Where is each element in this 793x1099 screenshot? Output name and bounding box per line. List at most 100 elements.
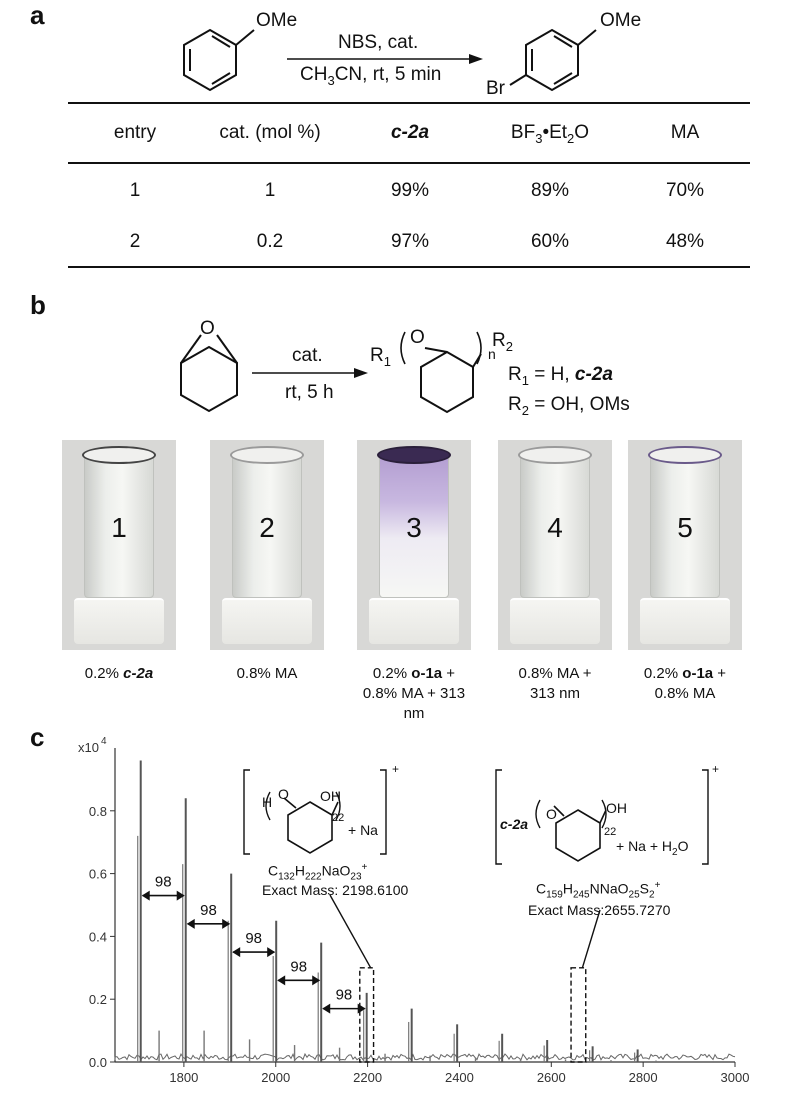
table-cell: 1 — [129, 180, 141, 201]
table-cell: 99% — [390, 180, 430, 201]
product-r1: R1 — [370, 345, 391, 369]
reaction-arrow-b — [252, 368, 368, 378]
vial-glass — [232, 450, 302, 598]
y-tick-label: 0.4 — [89, 929, 107, 944]
mass-spectrum-chart: x10 4 0.0 0.2 0.4 0.6 0.8 1800 2000 2200 2400 2600 2… — [78, 736, 750, 1085]
vial-1: 1 — [62, 440, 176, 650]
spacing-arrow-label: 98 — [155, 874, 172, 891]
table-header-ma: MA — [670, 122, 700, 143]
annotation-1-formula: C132H222NaO23+ — [268, 862, 368, 883]
annotation-2-mass: Exact Mass:2655.7270 — [528, 902, 671, 918]
x-tick-label: 2600 — [537, 1070, 566, 1085]
y-tick-label: 0.6 — [89, 867, 107, 882]
spacing-arrow-head — [232, 947, 241, 958]
table-cell: 48% — [665, 231, 705, 252]
annotation-2-formula: C159H245NNaO25S2+ — [536, 880, 661, 901]
y-tick-label: 0.8 — [89, 804, 107, 819]
epoxide-structure — [180, 334, 238, 413]
x-tick-label: 2000 — [261, 1070, 290, 1085]
annotation-structure-2 — [495, 769, 709, 865]
vial-cap — [222, 598, 312, 644]
vial-number: 1 — [111, 512, 127, 543]
product-o: O — [410, 327, 425, 348]
annotation-highlight-box — [570, 967, 587, 1063]
annotation-highlight-box — [359, 967, 375, 1063]
table-header-entry: entry — [113, 122, 157, 143]
definition-r2: R2 = OH, OMs — [508, 394, 630, 418]
annotation-1-h: H — [262, 794, 273, 810]
vial-cap — [74, 598, 164, 644]
spacing-arrow-label: 98 — [336, 987, 353, 1004]
spacing-arrow-head — [186, 918, 195, 929]
vial-rim — [518, 446, 592, 464]
vial-label-4: 0.8% MA + 313 nm — [480, 664, 630, 704]
vial-label-5: 0.2% o-1a +0.8% MA — [643, 665, 727, 702]
vial-label-2: 0.8% MA — [192, 664, 342, 684]
vial-glass — [650, 450, 720, 598]
polyether-structure — [400, 331, 482, 414]
spacing-arrow-head — [222, 918, 231, 929]
reagent-ome-right: OMe — [600, 10, 642, 31]
vial-label-3: 0.2% o-1a +0.8% MA + 313 nm — [362, 665, 466, 722]
conditions-b-top: cat. — [292, 345, 323, 366]
y-tick-label: 0.2 — [89, 992, 107, 1007]
reaction-arrow-a — [287, 54, 483, 64]
definition-r1: R1 = H, c-2a — [508, 364, 613, 388]
table-cell: 2 — [129, 231, 141, 252]
y-multiplier-exponent: 4 — [101, 736, 107, 747]
annotation-2-o: O — [546, 806, 557, 822]
x-tick-label: 1800 — [169, 1070, 198, 1085]
bromoanisole-structure — [509, 28, 597, 92]
annotation-1-charge: + — [392, 762, 400, 776]
annotation-1-o: O — [278, 786, 289, 802]
table-top-rule — [68, 102, 750, 104]
vial-label-line: 0.8% MA — [654, 685, 716, 702]
table-cell: 60% — [530, 231, 570, 252]
vial-label-line: 0.8% MA + — [518, 665, 592, 682]
spacing-arrow-head — [267, 947, 276, 958]
vial-3: 3 — [357, 440, 471, 650]
spacing-arrow-head — [277, 975, 286, 986]
annotation-leader-line — [329, 894, 372, 969]
annotation-structure-1 — [243, 769, 387, 855]
vial-rim — [648, 446, 722, 464]
vial-glass — [379, 450, 449, 598]
table-cell: 97% — [390, 231, 430, 252]
panel-label-b: b — [30, 290, 46, 320]
vial-number: 4 — [547, 512, 563, 543]
x-tick-label: 2800 — [629, 1070, 658, 1085]
x-tick-label: 2200 — [353, 1070, 382, 1085]
table-header-c2a: c-2a — [390, 122, 430, 143]
y-tick-label: 0.0 — [89, 1055, 107, 1070]
conditions-b-bottom: rt, 5 h — [285, 382, 334, 403]
vial-label-line: 0.8% MA — [236, 665, 298, 682]
vial-5: 5 — [628, 440, 742, 650]
vial-rim — [82, 446, 156, 464]
reagent-br: Br — [486, 78, 505, 99]
vial-label-line: nm — [403, 705, 425, 722]
annotation-2-charge: + — [712, 762, 720, 776]
annotation-1-mass: Exact Mass: 2198.6100 — [262, 882, 409, 898]
table-mid-rule — [68, 162, 750, 164]
annotation-2-adduct: + Na + H2O — [616, 838, 689, 858]
vial-2: 2 — [210, 440, 324, 650]
vial-rim — [230, 446, 304, 464]
table-header-bf3: BF3•Et2O — [510, 122, 590, 146]
vial-number: 3 — [406, 512, 422, 543]
spacing-arrow-label: 98 — [200, 902, 217, 919]
annotation-1-oh: OH — [320, 788, 341, 804]
table-cell: 70% — [665, 180, 705, 201]
panel-label-a: a — [30, 0, 45, 30]
x-tick-label: 3000 — [721, 1070, 750, 1085]
product-n: n — [488, 346, 496, 362]
annotation-2-sub: 22 — [604, 826, 617, 838]
annotation-2-prefix: c-2a — [500, 816, 529, 832]
vial-cap — [510, 598, 600, 644]
table-header-cat: cat. (mol %) — [219, 122, 321, 143]
vial-glass — [84, 450, 154, 598]
baseline-noise — [114, 1052, 736, 1061]
annotation-1-sub: 22 — [332, 812, 345, 824]
vial-number: 5 — [677, 512, 693, 543]
x-tick-label: 2400 — [445, 1070, 474, 1085]
table-cell: 89% — [530, 180, 570, 201]
